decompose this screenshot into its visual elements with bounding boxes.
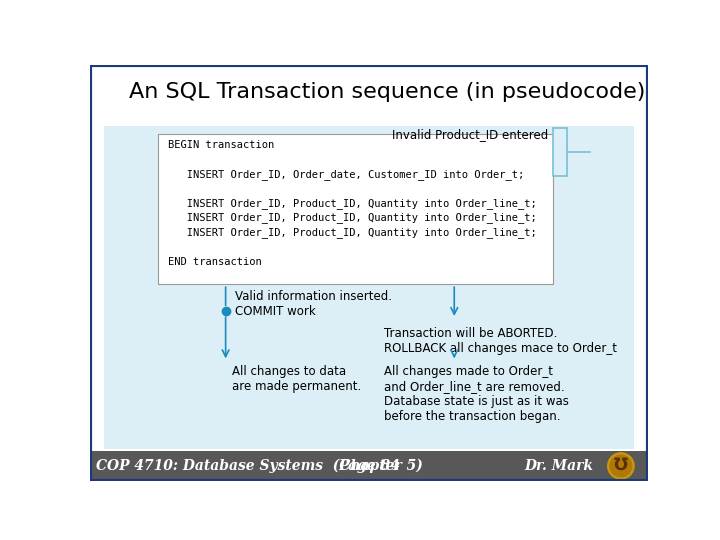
Text: Invalid Product_ID entered: Invalid Product_ID entered	[392, 127, 549, 140]
Text: All changes made to Order_t
and Order_line_t are removed.
Database state is just: All changes made to Order_t and Order_li…	[384, 365, 570, 423]
Text: Page 84: Page 84	[338, 459, 400, 473]
Text: All changes to data
are made permanent.: All changes to data are made permanent.	[232, 365, 361, 393]
Text: BEGIN transaction: BEGIN transaction	[168, 140, 274, 150]
Text: END transaction: END transaction	[168, 257, 261, 267]
Bar	[158, 134, 554, 284]
Bar	[90, 451, 648, 481]
Bar	[553, 128, 567, 177]
Text: An SQL Transaction sequence (in pseudocode): An SQL Transaction sequence (in pseudoco…	[129, 82, 645, 102]
Text: ℧: ℧	[614, 455, 628, 474]
Text: INSERT Order_ID, Product_ID, Quantity into Order_line_t;: INSERT Order_ID, Product_ID, Quantity in…	[168, 198, 536, 209]
Text: Valid information inserted.
COMMIT work: Valid information inserted. COMMIT work	[235, 289, 392, 318]
Text: Transaction will be ABORTED.
ROLLBACK all changes mace to Order_t: Transaction will be ABORTED. ROLLBACK al…	[384, 327, 618, 355]
Text: INSERT Order_ID, Product_ID, Quantity into Order_line_t;: INSERT Order_ID, Product_ID, Quantity in…	[168, 213, 536, 224]
Bar	[104, 126, 634, 449]
Text: COP 4710: Database Systems  (Chapter 5): COP 4710: Database Systems (Chapter 5)	[96, 459, 423, 473]
Text: INSERT Order_ID, Product_ID, Quantity into Order_line_t;: INSERT Order_ID, Product_ID, Quantity in…	[168, 227, 536, 238]
Text: Dr. Mark: Dr. Mark	[524, 459, 593, 473]
Circle shape	[610, 455, 631, 477]
Circle shape	[608, 453, 634, 479]
Text: INSERT Order_ID, Order_date, Customer_ID into Order_t;: INSERT Order_ID, Order_date, Customer_ID…	[168, 168, 523, 180]
